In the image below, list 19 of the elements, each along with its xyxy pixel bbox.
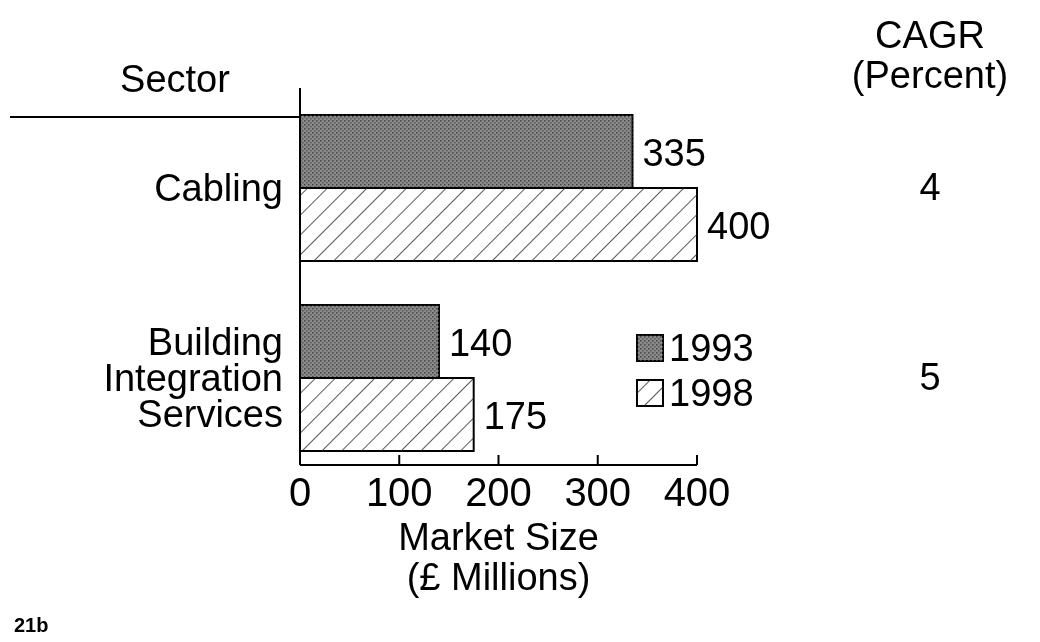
x-tick-label: 200 <box>465 470 532 514</box>
legend-label: 1993 <box>669 327 754 369</box>
text: 21b <box>14 614 49 636</box>
text: CAGR (Percent) <box>851 14 1009 96</box>
x-axis-title: Market Size (£ Millions) <box>398 516 599 598</box>
x-tick-label: 100 <box>365 470 433 514</box>
x-tick-label: 0 <box>288 470 312 514</box>
x-tick-label: 400 <box>663 470 731 514</box>
y-tick-label: Cabling <box>154 167 283 209</box>
x-tick-label: 300 <box>564 470 632 514</box>
text: 5 <box>919 356 941 398</box>
data-label: 400 <box>707 204 771 247</box>
data-label: 140 <box>448 321 513 364</box>
text: Sector <box>120 58 231 100</box>
data-label: 175 <box>483 394 548 437</box>
text: 4 <box>919 166 941 208</box>
legend-label: 1998 <box>669 372 754 414</box>
data-label: 335 <box>642 131 706 174</box>
y-tick-label: Building Integration Services <box>103 321 283 435</box>
